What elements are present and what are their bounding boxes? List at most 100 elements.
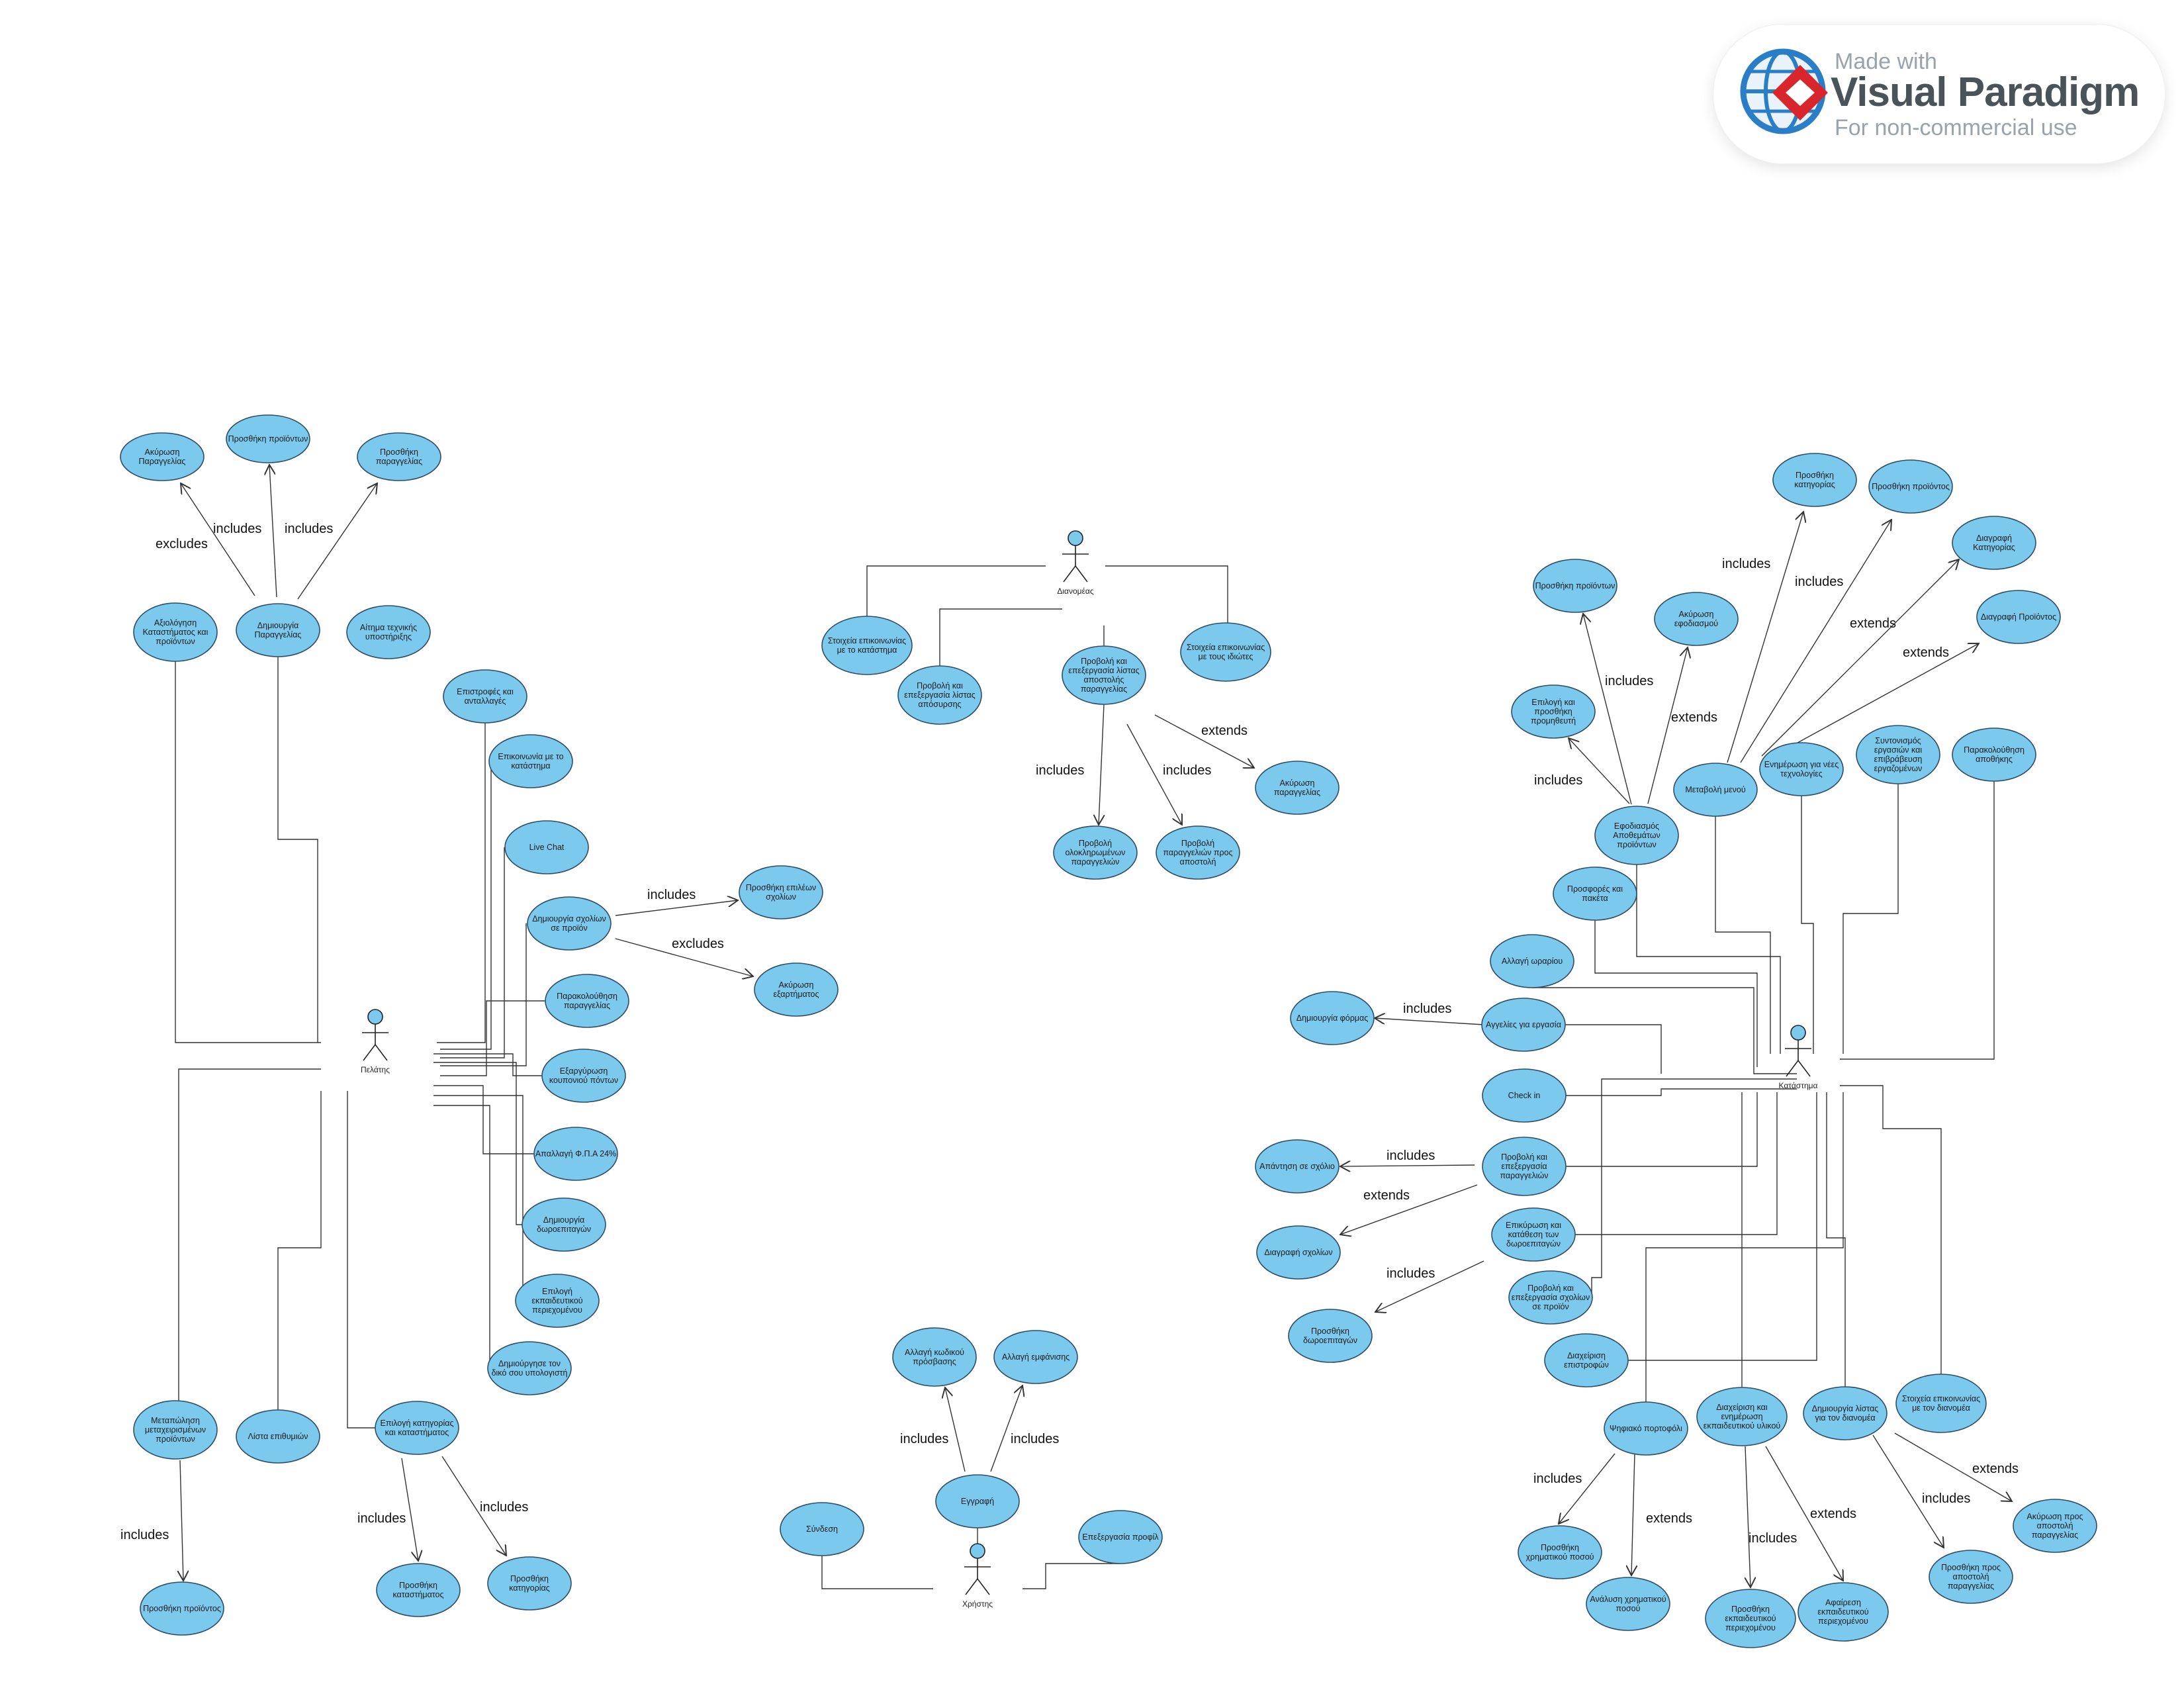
use-case-k-checkin[interactable]: Check in: [1482, 1068, 1567, 1123]
use-case-p-prosthiki-proiontos-bottom[interactable]: Προσθήκη προϊόντος: [140, 1581, 224, 1636]
use-case-p-livechat[interactable]: Live Chat: [504, 820, 589, 874]
actor-name: Πελάτης: [361, 1065, 390, 1074]
use-case-label: Αίτημα τεχνικής: [360, 623, 417, 632]
use-case-label: Απαλλαγή Φ.Π.Α 24%: [535, 1149, 616, 1158]
use-case-x-allagi-emfanisis[interactable]: Αλλαγή εμφάνισης: [993, 1330, 1078, 1384]
use-case-k-diagrafi-proiontos[interactable]: Διαγραφή Προϊόντος: [1976, 590, 2061, 644]
use-case-label: επιστροφών: [1564, 1360, 1609, 1370]
use-case-ellipse: [133, 602, 218, 662]
use-case-ellipse: [993, 1330, 1078, 1384]
use-case-label: ολοκληρωμένων: [1065, 848, 1125, 857]
use-case-label: περιεχομένου: [1725, 1623, 1776, 1632]
association-line: [866, 565, 1046, 616]
use-case-ellipse: [1895, 1374, 1987, 1433]
use-case-k-prosthiki-proionton[interactable]: Προσθήκη προϊόντων: [1533, 559, 1617, 613]
use-case-x-syndesi[interactable]: Σύνδεση: [780, 1502, 864, 1556]
association-line: [1715, 816, 1771, 1054]
use-case-k-dimiourgia-formas[interactable]: Δημιουργία φόρμας: [1290, 991, 1375, 1045]
use-case-p-apallagi[interactable]: Απαλλαγή Φ.Π.Α 24%: [533, 1127, 618, 1181]
use-case-k-aggelies[interactable]: Αγγελίες για εργασία: [1481, 998, 1566, 1052]
use-case-p-lista-epithymion[interactable]: Λίστα επιθυμιών: [236, 1409, 320, 1464]
relationship-label-includes: includes: [1534, 773, 1582, 788]
actor-xristis[interactable]: Χρήστης: [962, 1543, 993, 1609]
use-case-label: κατηγορίας: [509, 1583, 550, 1593]
actor-dianomeas[interactable]: Διανομέας: [1057, 530, 1094, 596]
actor-katastima[interactable]: Κατάστημα: [1779, 1025, 1818, 1090]
use-case-label: Επιλογή και: [1531, 698, 1575, 707]
use-case-label: Διαχείριση: [1567, 1351, 1606, 1360]
use-case-x-eggrafi[interactable]: Εγγραφή: [935, 1474, 1020, 1528]
use-case-k-apantisi-sxolio[interactable]: Απάντηση σε σχόλιο: [1255, 1139, 1340, 1194]
use-case-k-psifiako-portofoli[interactable]: Ψηφιακό πορτοφόλι: [1604, 1401, 1688, 1456]
use-case-k-metavoli-menou[interactable]: Μεταβολή μενού: [1673, 763, 1758, 817]
association-line: [1801, 796, 1814, 1054]
use-case-ellipse: [739, 865, 823, 919]
dependency-arrow: [180, 1460, 183, 1581]
actor-pelatis[interactable]: Πελάτης: [361, 1009, 390, 1074]
use-case-label: Διαγραφή σχολίων: [1264, 1248, 1332, 1257]
use-case-ellipse: [487, 1341, 572, 1395]
use-case-x-epexergasia-profil[interactable]: Επεξεργασία προφίλ: [1078, 1510, 1163, 1564]
use-case-k-prosthiki-proiontos[interactable]: Προσθήκη προϊόντος: [1868, 459, 1953, 514]
use-case-k-allagi-orariou[interactable]: Αλλαγή ωραρίου: [1490, 934, 1574, 988]
use-case-ellipse: [1256, 1225, 1341, 1280]
use-case-label: παραγγελίας: [2032, 1530, 2078, 1540]
relationship-label-includes: includes: [213, 522, 261, 536]
use-case-k-diagrafi-sxolion[interactable]: Διαγραφή σχολίων: [1256, 1225, 1341, 1280]
use-case-label: απόσυρσης: [918, 700, 961, 709]
use-case-ellipse: [1482, 1137, 1567, 1196]
use-case-p-prosthiki-proionton-top[interactable]: Προσθήκη προϊόντων: [226, 414, 310, 463]
actor-head-icon: [367, 1009, 383, 1025]
